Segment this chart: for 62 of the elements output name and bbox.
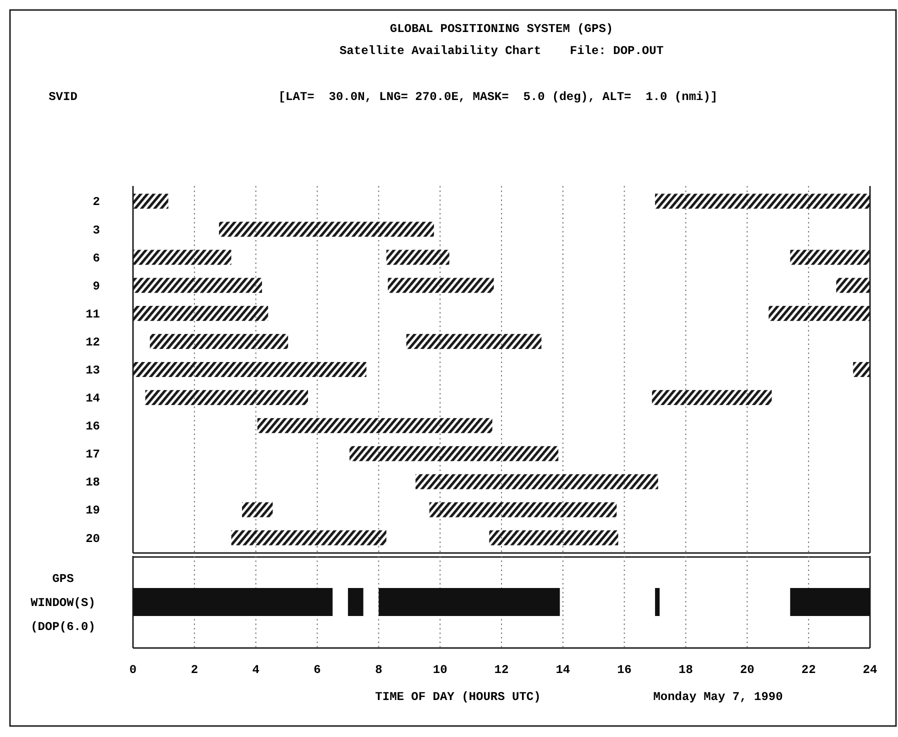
bar xyxy=(388,278,494,293)
bar xyxy=(145,390,308,406)
bar xyxy=(429,502,617,518)
y-tick-label: 2 xyxy=(92,195,100,210)
text: [LAT= 30.0N, LNG= 270.0E, MASK= 5.0 (deg), ALT= 1.0 (nmi)] xyxy=(278,90,718,104)
x-tick-label: 6 xyxy=(314,663,321,677)
y-tick-label: 16 xyxy=(86,420,100,434)
bar xyxy=(790,250,870,265)
x-tick-label: 4 xyxy=(252,663,260,677)
bar xyxy=(836,278,870,293)
y-tick-label: 12 xyxy=(86,335,100,350)
x-tick-label: 16 xyxy=(617,663,632,677)
bar xyxy=(349,446,558,462)
x-tick-label: 12 xyxy=(494,663,509,677)
chart-subtitle: Satellite Availability Chart File: DOP.OUT xyxy=(339,44,664,58)
bar xyxy=(853,362,870,377)
x-tick-label: 10 xyxy=(432,663,448,677)
bar xyxy=(242,502,273,518)
y-tick-label: 11 xyxy=(86,307,100,322)
bar xyxy=(257,418,492,434)
bar xyxy=(768,306,870,321)
y-tick-label: 9 xyxy=(92,279,100,294)
bar xyxy=(406,334,542,349)
y-tick-label: 19 xyxy=(86,504,100,518)
bar xyxy=(790,588,870,616)
bar xyxy=(652,390,772,406)
x-tick-label: 24 xyxy=(862,663,878,677)
bar xyxy=(655,588,660,616)
x-tick-label: 22 xyxy=(801,663,816,677)
x-tick-label: 2 xyxy=(190,663,198,677)
bar xyxy=(133,588,333,616)
chart-title: GLOBAL POSITIONING SYSTEM (GPS) xyxy=(390,22,614,36)
y-tick-label: 18 xyxy=(86,476,100,490)
x-tick-label: 18 xyxy=(678,663,693,677)
x-tick-label: 14 xyxy=(556,663,570,677)
bar xyxy=(416,474,658,490)
bar xyxy=(386,250,450,265)
bar xyxy=(348,588,364,616)
bar xyxy=(133,250,232,265)
bar xyxy=(133,194,168,209)
y-axis-title: SVID xyxy=(48,90,78,104)
bar xyxy=(218,222,434,237)
y-tick-label: 13 xyxy=(86,364,100,378)
y-tick-label: GPS WINDOW(S) (DOP(6.0) xyxy=(30,572,96,634)
y-tick-label: 20 xyxy=(86,532,100,546)
bar xyxy=(655,194,870,209)
bar xyxy=(133,278,262,293)
x-axis-title: TIME OF DAY (HOURS UTC) xyxy=(375,690,541,704)
bar xyxy=(133,306,268,321)
bar xyxy=(378,588,560,616)
x-tick-label: 0 xyxy=(129,663,137,677)
x-tick-label: 8 xyxy=(375,663,382,677)
text: Monday May 7, 1990 xyxy=(653,690,783,704)
y-tick-label: 17 xyxy=(86,448,100,462)
bar xyxy=(150,334,288,349)
bar xyxy=(133,362,366,377)
bar xyxy=(489,530,618,546)
y-tick-label: 3 xyxy=(92,223,100,238)
bar xyxy=(231,530,386,546)
y-tick-label: 14 xyxy=(86,392,100,406)
y-tick-label: 6 xyxy=(92,251,100,266)
x-tick-label: 20 xyxy=(740,663,754,677)
